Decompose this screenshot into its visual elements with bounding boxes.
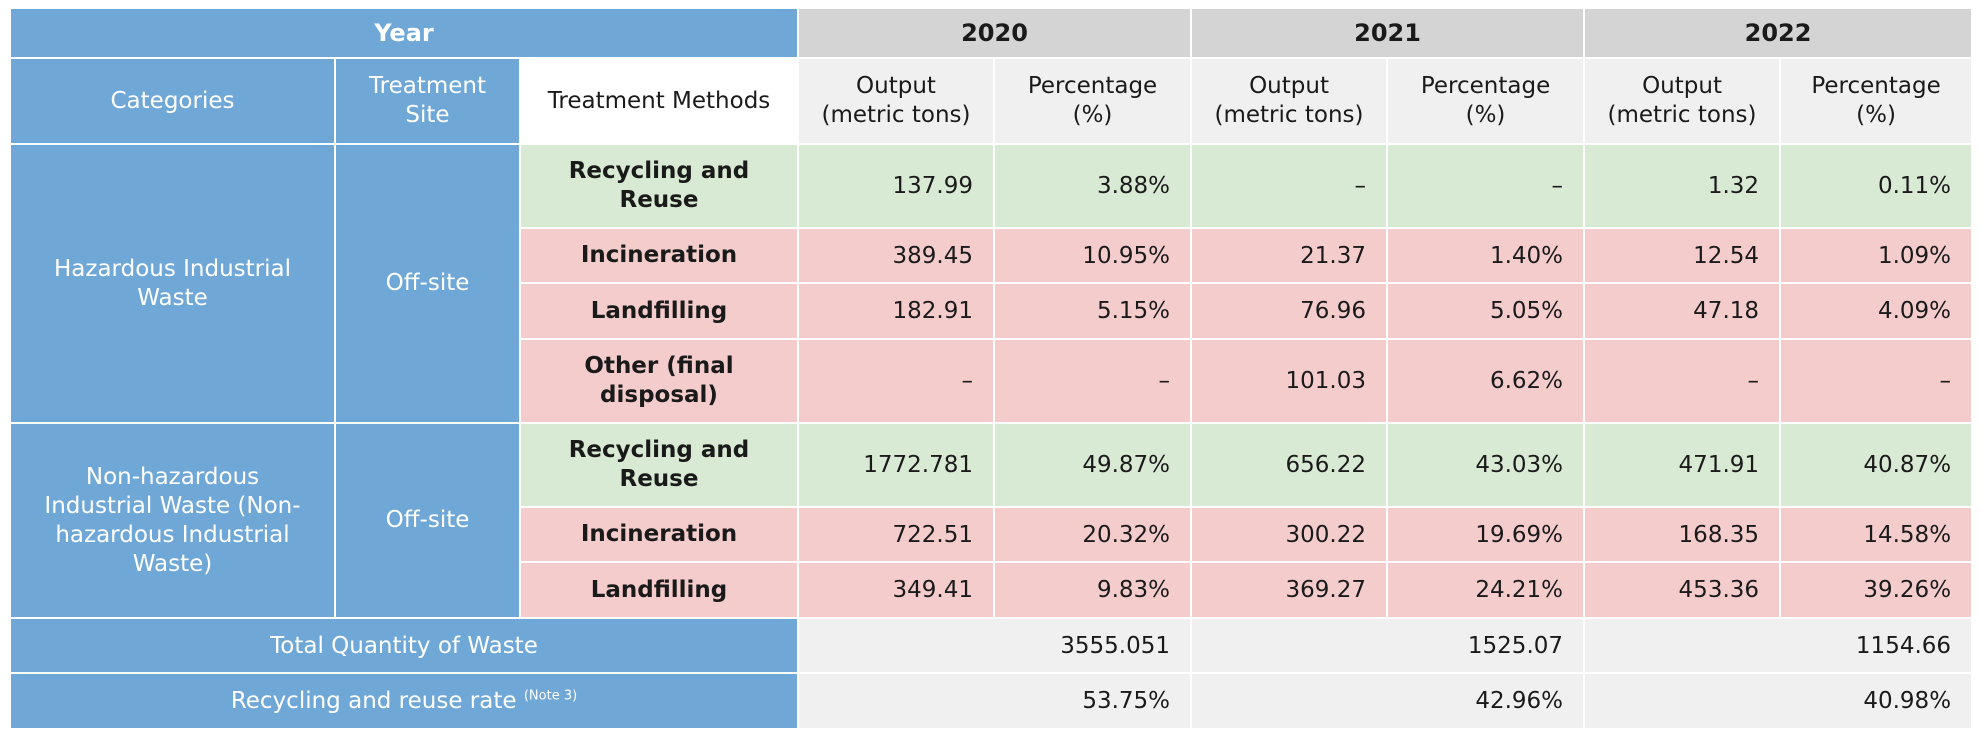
output-2022: 471.91	[1583, 422, 1782, 508]
categories-header: Categories	[9, 57, 336, 145]
method-cell: Incineration	[519, 227, 799, 284]
output-2020: 349.41	[797, 561, 995, 619]
percentage-2021: 5.05%	[1386, 282, 1586, 340]
output-2020: 137.99	[797, 143, 995, 229]
column-header-row: Categories Treatment Site Treatment Meth…	[9, 57, 1974, 145]
output-2020: –	[797, 338, 995, 424]
output-2020: 182.91	[797, 282, 995, 340]
nonhazardous-category: Non-hazardous Industrial Waste (Non-haza…	[9, 422, 336, 619]
output-2022: 168.35	[1583, 506, 1782, 563]
hazardous-site: Off-site	[334, 143, 521, 424]
treatment-site-header: Treatment Site	[334, 57, 521, 145]
percentage-2020: 20.32%	[992, 506, 1193, 563]
method-cell: Other (final disposal)	[519, 338, 799, 424]
method-cell: Incineration	[519, 506, 799, 563]
percentage-2021: 1.40%	[1386, 227, 1586, 284]
rate-2021: 42.96%	[1190, 672, 1586, 730]
output-2020: 1772.781	[797, 422, 995, 508]
percentage-2022: 4.09%	[1779, 282, 1974, 340]
output-2020: 389.45	[797, 227, 995, 284]
percentage-2020: 10.95%	[992, 227, 1193, 284]
rate-note: (Note 3)	[523, 688, 578, 704]
percentage-2021: 43.03%	[1386, 422, 1586, 508]
method-cell: Landfilling	[519, 282, 799, 340]
percentage-2021: –	[1386, 143, 1586, 229]
percentage-2020: 3.88%	[992, 143, 1193, 229]
output-2022: 47.18	[1583, 282, 1782, 340]
rate-label-cell: Recycling and reuse rate (Note 3)	[9, 672, 799, 730]
percentage-2022: 40.87%	[1779, 422, 1974, 508]
percentage-2020: 49.87%	[992, 422, 1193, 508]
percentage-header-2021: Percentage (%)	[1386, 57, 1586, 145]
table-row: Landfilling 182.91 5.15% 76.96 5.05% 47.…	[10, 282, 1974, 340]
table-row: Landfilling 349.41 9.83% 369.27 24.21% 4…	[10, 561, 1974, 619]
percentage-2022: 39.26%	[1779, 561, 1974, 619]
output-2021: 369.27	[1190, 561, 1389, 619]
hazardous-category: Hazardous Industrial Waste	[9, 143, 336, 424]
output-2021: 656.22	[1190, 422, 1389, 508]
table-row: Incineration 722.51 20.32% 300.22 19.69%…	[10, 506, 1974, 563]
year-2020: 2020	[796, 7, 1193, 59]
table-row: Other (final disposal) – – 101.03 6.62% …	[10, 338, 1974, 424]
waste-table: Year 2020 2021 2022 Categories Treatment…	[9, 7, 1974, 730]
output-2020: 722.51	[797, 506, 995, 563]
table-row: Non-hazardous Industrial Waste (Non-haza…	[9, 422, 1974, 619]
percentage-2021: 19.69%	[1386, 506, 1586, 563]
year-label: Year	[9, 7, 799, 59]
percentage-header-2022: Percentage (%)	[1779, 57, 1974, 145]
percentage-2022: 0.11%	[1779, 143, 1974, 229]
method-cell: Recycling and Reuse	[519, 422, 799, 508]
method-cell: Recycling and Reuse	[519, 143, 799, 229]
year-2021: 2021	[1190, 7, 1586, 59]
year-2022: 2022	[1583, 7, 1974, 59]
total-label: Total Quantity of Waste	[9, 617, 799, 674]
percentage-2020: 5.15%	[992, 282, 1193, 340]
percentage-2021: 24.21%	[1386, 561, 1586, 619]
rate-row: Recycling and reuse rate (Note 3) 53.75%…	[9, 672, 1974, 730]
percentage-2022: 1.09%	[1779, 227, 1974, 284]
treatment-methods-header: Treatment Methods	[519, 57, 799, 145]
percentage-2022: 14.58%	[1779, 506, 1974, 563]
output-2022: –	[1583, 338, 1782, 424]
percentage-2020: 9.83%	[992, 561, 1193, 619]
nonhazardous-site: Off-site	[334, 422, 521, 619]
output-2022: 453.36	[1583, 561, 1782, 619]
output-2021: –	[1190, 143, 1389, 229]
total-2021: 1525.07	[1190, 617, 1586, 674]
rate-label: Recycling and reuse rate	[230, 688, 517, 714]
output-header-2020: Output (metric tons)	[797, 57, 995, 145]
output-2021: 76.96	[1190, 282, 1389, 340]
table-row: Hazardous Industrial Waste Off-site Recy…	[9, 143, 1974, 424]
output-header-2021: Output (metric tons)	[1190, 57, 1389, 145]
percentage-2021: 6.62%	[1386, 338, 1586, 424]
method-cell: Landfilling	[519, 561, 799, 619]
output-2022: 1.32	[1583, 143, 1782, 229]
rate-2020: 53.75%	[796, 672, 1193, 730]
year-header-row: Year 2020 2021 2022	[9, 7, 1974, 59]
percentage-2020: –	[992, 338, 1193, 424]
output-2021: 300.22	[1190, 506, 1389, 563]
output-2022: 12.54	[1583, 227, 1782, 284]
output-2021: 21.37	[1190, 227, 1389, 284]
percentage-2022: –	[1779, 338, 1974, 424]
output-header-2022: Output (metric tons)	[1583, 57, 1782, 145]
total-2022: 1154.66	[1583, 617, 1974, 674]
total-2020: 3555.051	[796, 617, 1193, 674]
percentage-header-2020: Percentage (%)	[992, 57, 1193, 145]
total-row: Total Quantity of Waste 3555.051 1525.07…	[9, 617, 1974, 674]
output-2021: 101.03	[1190, 338, 1389, 424]
table-row: Incineration 389.45 10.95% 21.37 1.40% 1…	[10, 227, 1974, 284]
rate-2022: 40.98%	[1583, 672, 1974, 730]
